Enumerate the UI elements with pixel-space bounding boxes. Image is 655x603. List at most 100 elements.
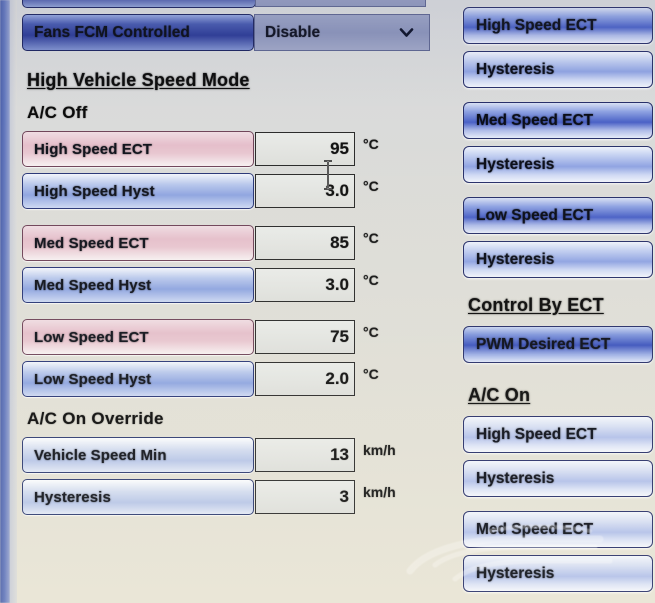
group-spacer <box>17 309 425 319</box>
row-label: High Speed ECT <box>34 140 153 158</box>
right-button-ac-on-hysteresis-1[interactable]: Hysteresis <box>463 460 653 497</box>
spacer <box>463 44 655 51</box>
row-value-med-speed-hyst[interactable]: 3.0 <box>255 268 355 302</box>
row-unit: °C <box>363 136 379 152</box>
fans-fcm-controlled-value: Disable <box>265 23 321 41</box>
row-value: 95 <box>330 139 349 158</box>
window-left-edge-inner <box>10 0 17 603</box>
right-button-label: PWM Desired ECT <box>476 335 611 353</box>
right-button-label: Hysteresis <box>476 564 555 582</box>
row-value-high-speed-hyst[interactable]: 3.0 <box>255 174 355 208</box>
row-label: Vehicle Speed Min <box>34 446 167 464</box>
spacer <box>463 234 655 241</box>
ac-off-rows: High Speed ECT 95 °C High Speed Hyst 3.0… <box>17 131 425 399</box>
table-row: High Speed ECT 95 °C <box>17 131 425 169</box>
fans-fcm-controlled-label: Fans FCM Controlled <box>34 23 190 41</box>
left-panel: Fans FCM Controlled Disable High Vehicle… <box>17 0 430 603</box>
clipped-row-above <box>22 0 426 8</box>
right-button-high-speed-ect-1[interactable]: High Speed ECT <box>463 7 653 44</box>
spacer <box>463 0 655 7</box>
row-value: 75 <box>330 327 349 346</box>
row-label: High Speed Hyst <box>34 182 155 200</box>
right-button-ac-on-med-speed-ect[interactable]: Med Speed ECT <box>463 511 653 548</box>
right-button-label: Med Speed ECT <box>476 520 594 538</box>
row-value: 3 <box>339 487 349 506</box>
heading-control-by-ect: Control By ECT <box>468 295 604 315</box>
row-value: 2.0 <box>325 369 349 388</box>
spacer <box>463 183 655 197</box>
table-row: Low Speed Hyst 2.0 °C <box>17 361 425 399</box>
table-row: Low Speed ECT 75 °C <box>17 319 425 357</box>
table-row: Hysteresis 3 km/h <box>17 479 425 517</box>
subheading-ac-on-override: A/C On Override <box>27 409 164 428</box>
row-label: Med Speed Hyst <box>34 276 152 294</box>
row-unit: °C <box>363 366 379 382</box>
row-button-med-speed-hyst[interactable]: Med Speed Hyst <box>22 267 254 303</box>
right-button-label: Hysteresis <box>476 60 555 78</box>
row-value: 3.0 <box>325 181 349 200</box>
ac-on-override-rows: Vehicle Speed Min 13 km/h Hysteresis 3 k… <box>17 437 425 517</box>
right-button-med-speed-ect-1[interactable]: Med Speed ECT <box>463 102 653 139</box>
right-button-label: Hysteresis <box>476 469 555 487</box>
row-button-vehicle-speed-min[interactable]: Vehicle Speed Min <box>22 437 254 473</box>
right-button-label: Hysteresis <box>476 155 555 173</box>
row-value: 3.0 <box>325 275 349 294</box>
row-unit: °C <box>363 178 379 194</box>
right-button-ac-on-hysteresis-2[interactable]: Hysteresis <box>463 555 653 592</box>
row-value: 13 <box>330 445 349 464</box>
right-button-low-speed-ect-1[interactable]: Low Speed ECT <box>463 197 653 234</box>
row-label: Low Speed ECT <box>34 328 149 346</box>
right-button-ac-on-high-speed-ect[interactable]: High Speed ECT <box>463 416 653 453</box>
row-unit: km/h <box>363 484 396 500</box>
right-button-label: High Speed ECT <box>476 16 597 34</box>
right-button-label: Hysteresis <box>476 250 555 268</box>
row-value: 85 <box>330 233 349 252</box>
clipped-row-field[interactable] <box>255 0 426 7</box>
row-value-hysteresis[interactable]: 3 <box>255 480 355 514</box>
table-row: Med Speed Hyst 3.0 °C <box>17 267 425 305</box>
right-button-hysteresis-2[interactable]: Hysteresis <box>463 146 653 183</box>
row-unit: °C <box>363 230 379 246</box>
right-button-pwm-desired-ect[interactable]: PWM Desired ECT <box>463 326 653 363</box>
spacer <box>463 497 655 511</box>
table-row: High Speed Hyst 3.0 °C <box>17 173 425 211</box>
row-button-low-speed-ect[interactable]: Low Speed ECT <box>22 319 254 355</box>
heading-ac-on: A/C On <box>468 385 531 405</box>
subheading-ac-off: A/C Off <box>27 103 88 122</box>
group-spacer <box>17 215 425 225</box>
right-button-hysteresis-3[interactable]: Hysteresis <box>463 241 653 278</box>
window-left-edge <box>0 0 10 603</box>
row-value-med-speed-ect[interactable]: 85 <box>255 226 355 260</box>
row-value-high-speed-ect[interactable]: 95 <box>255 132 355 166</box>
row-button-low-speed-hyst[interactable]: Low Speed Hyst <box>22 361 254 397</box>
clipped-row-button[interactable] <box>22 0 256 8</box>
row-label: Hysteresis <box>34 488 111 506</box>
fans-fcm-controlled-select[interactable]: Disable <box>254 14 430 51</box>
row-value-low-speed-ect[interactable]: 75 <box>255 320 355 354</box>
row-button-med-speed-ect[interactable]: Med Speed ECT <box>22 225 254 261</box>
spacer <box>463 139 655 146</box>
table-row: Vehicle Speed Min 13 km/h <box>17 437 425 475</box>
right-button-hysteresis-1[interactable]: Hysteresis <box>463 51 653 88</box>
row-unit: °C <box>363 272 379 288</box>
row-button-high-speed-hyst[interactable]: High Speed Hyst <box>22 173 254 209</box>
spacer <box>463 548 655 555</box>
row-unit: °C <box>363 324 379 340</box>
fans-fcm-controlled-button[interactable]: Fans FCM Controlled <box>22 14 254 51</box>
section-heading-high-vehicle-speed-mode: High Vehicle Speed Mode <box>27 70 250 90</box>
row-button-hysteresis[interactable]: Hysteresis <box>22 479 254 515</box>
table-row: Med Speed ECT 85 °C <box>17 225 425 263</box>
right-button-label: High Speed ECT <box>476 425 597 443</box>
spacer <box>463 88 655 102</box>
row-button-high-speed-ect[interactable]: High Speed ECT <box>22 131 254 167</box>
row-value-low-speed-hyst[interactable]: 2.0 <box>255 362 355 396</box>
right-button-label: Low Speed ECT <box>476 206 594 224</box>
chevron-down-icon[interactable] <box>398 24 415 41</box>
row-unit: km/h <box>363 442 396 458</box>
right-button-label: Med Speed ECT <box>476 111 594 129</box>
right-panel: High Speed ECT Hysteresis Med Speed ECT … <box>463 0 655 603</box>
row-label: Med Speed ECT <box>34 234 149 252</box>
row-value-vehicle-speed-min[interactable]: 13 <box>255 438 355 472</box>
spacer <box>463 453 655 460</box>
